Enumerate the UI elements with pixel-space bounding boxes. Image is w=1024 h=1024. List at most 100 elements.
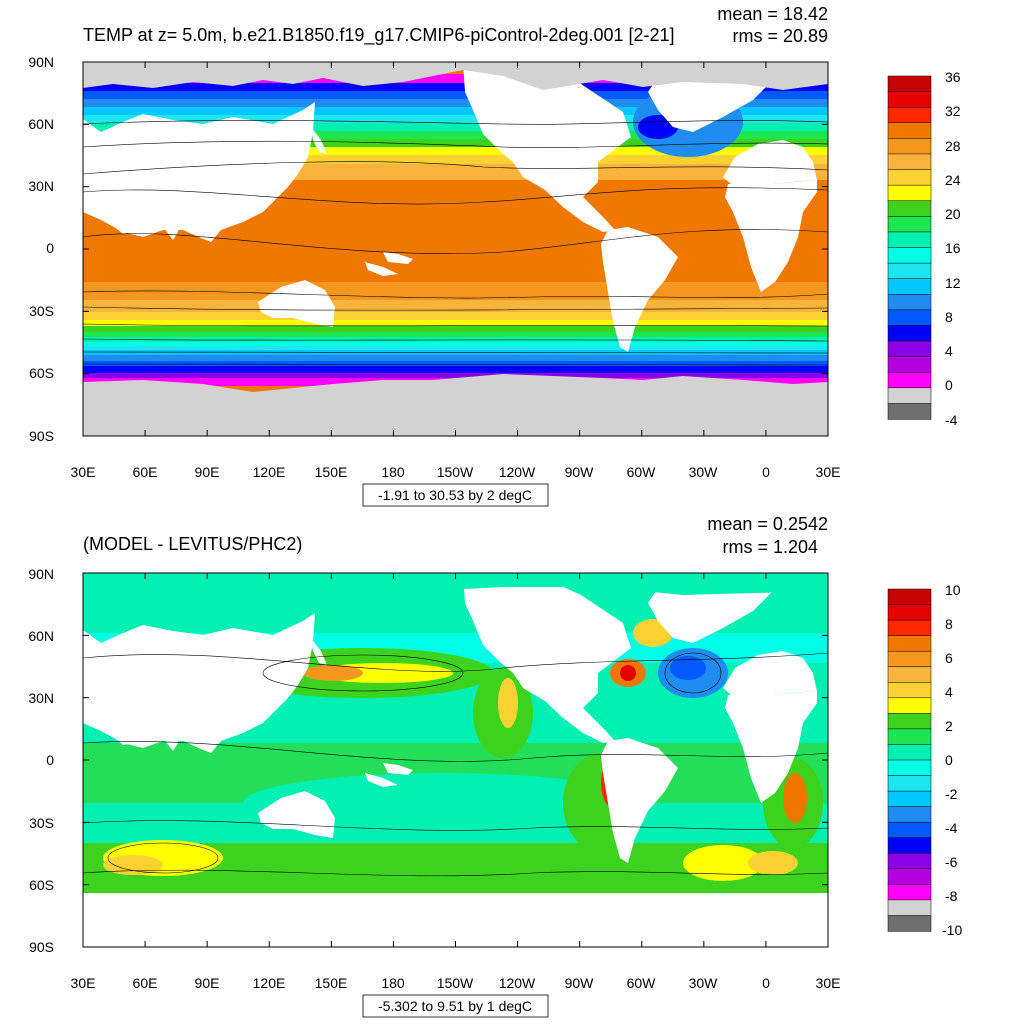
lon-label: 90W — [565, 975, 595, 991]
colorbar-swatch — [887, 278, 932, 295]
colorbar-swatch — [887, 247, 932, 264]
colorbar-swatch — [887, 75, 932, 93]
lon-label: 30E — [816, 464, 841, 480]
panel2-title: (MODEL - LEVITUS/PHC2) — [83, 534, 302, 554]
colorbar-label: 0 — [945, 752, 953, 768]
colorbar-label: 24 — [945, 172, 961, 188]
lon-label: 30E — [71, 975, 96, 991]
panel2-range-text: -5.302 to 9.51 by 1 degC — [378, 998, 532, 1014]
colorbar-swatch — [887, 294, 932, 311]
panel1-colorbar — [887, 75, 932, 420]
axis-ticks — [82, 572, 829, 948]
colorbar-swatch — [887, 169, 932, 186]
colorbar-swatch — [887, 899, 932, 917]
lat-label: 60S — [29, 877, 54, 893]
colorbar-swatch — [887, 806, 932, 823]
colorbar-swatch — [887, 790, 932, 808]
lon-label: 150E — [315, 975, 348, 991]
lon-label: 60W — [627, 464, 657, 480]
colorbar-swatch — [887, 325, 932, 342]
panel2-rms: rms = 1.204 — [722, 537, 818, 557]
colorbar-label: 12 — [945, 275, 961, 291]
colorbar-swatch — [887, 775, 932, 792]
panel1-rms: rms = 20.89 — [732, 26, 828, 46]
colorbar-swatch — [887, 604, 932, 621]
colorbar-swatch — [887, 122, 932, 140]
lat-label: 60S — [29, 365, 54, 381]
panel2-colorbar-labels: 10 8 6 4 2 0 -2 -4 -6 -8 -10 — [942, 582, 962, 938]
colorbar-label: 10 — [945, 582, 961, 598]
colorbar-swatch — [887, 697, 932, 715]
lat-label: 90N — [28, 566, 54, 582]
panel1-lat-labels: 90N 60N 30N 0 30S 60S 90S — [28, 54, 54, 444]
colorbar-label: 16 — [945, 240, 961, 256]
colorbar-swatch — [887, 837, 932, 854]
colorbar-swatch — [887, 635, 932, 652]
lat-label: 90S — [29, 428, 54, 444]
difference-field — [83, 573, 828, 947]
temperature-field — [83, 62, 828, 436]
lon-label: 60E — [133, 975, 158, 991]
colorbar-swatch — [887, 371, 932, 389]
colorbar-swatch — [887, 200, 932, 217]
colorbar-label: -6 — [945, 854, 958, 870]
colorbar-label: 28 — [945, 138, 961, 154]
colorbar-label: 8 — [945, 309, 953, 325]
colorbar-swatch — [887, 619, 932, 637]
lat-label: 90S — [29, 939, 54, 955]
lat-label: 30S — [29, 815, 54, 831]
lat-label: 0 — [46, 752, 54, 768]
lat-label: 60N — [28, 116, 54, 132]
colorbar-swatch — [887, 262, 932, 280]
panel2-colorbar — [887, 588, 932, 932]
panel2-lat-labels: 90N 60N 30N 0 30S 60S 90S — [28, 566, 54, 955]
lon-label: 120W — [499, 975, 536, 991]
colorbar-label: -8 — [945, 888, 958, 904]
colorbar-swatch — [887, 853, 932, 870]
axis-ticks — [82, 61, 829, 437]
lon-label: 30W — [689, 975, 719, 991]
lon-label: 150W — [437, 464, 474, 480]
lon-label: 150W — [437, 975, 474, 991]
panel1-lon-labels: 30E 60E 90E 120E 150E 180 150W 120W 90W … — [71, 464, 841, 480]
colorbar-swatch — [887, 915, 932, 932]
lon-label: 30E — [71, 464, 96, 480]
colorbar-label: -2 — [945, 786, 958, 802]
panel1-range-box — [362, 483, 549, 507]
colorbar-label: -4 — [945, 820, 958, 836]
colorbar-swatch — [887, 588, 932, 606]
lon-label: 0 — [762, 975, 770, 991]
colorbar-swatch — [887, 138, 932, 155]
colorbar-label: 32 — [945, 103, 961, 119]
lon-label: 180 — [381, 975, 405, 991]
colorbar-label: 36 — [945, 69, 961, 85]
lat-label: 30N — [28, 178, 54, 194]
lon-label: 60E — [133, 464, 158, 480]
panel-difference — [82, 572, 829, 948]
lon-label: 60W — [627, 975, 657, 991]
colorbar-swatch — [887, 231, 932, 249]
panel1-title: TEMP at z= 5.0m, b.e21.B1850.f19_g17.CMI… — [83, 25, 675, 46]
colorbar-swatch — [887, 868, 932, 886]
panel1-colorbar-labels: 36 32 28 24 20 16 12 8 4 0 -4 — [945, 69, 961, 428]
colorbar-swatch — [887, 387, 932, 405]
lon-label: 150E — [315, 464, 348, 480]
lat-label: 0 — [46, 240, 54, 256]
colorbar-swatch — [887, 340, 932, 358]
panel2-mean: mean = 0.2542 — [707, 514, 828, 534]
colorbar-label: 4 — [945, 684, 953, 700]
colorbar-swatch — [887, 184, 932, 202]
colorbar-label: 4 — [945, 343, 953, 359]
lon-label: 30W — [689, 464, 719, 480]
colorbar-swatch — [887, 309, 932, 327]
lat-label: 30S — [29, 303, 54, 319]
colorbar-swatch — [887, 153, 932, 171]
colorbar-swatch — [887, 821, 932, 839]
lon-label: 30E — [816, 975, 841, 991]
lat-label: 30N — [28, 690, 54, 706]
lat-label: 60N — [28, 628, 54, 644]
lon-label: 90E — [195, 975, 220, 991]
colorbar-label: 0 — [945, 377, 953, 393]
colorbar-swatch — [887, 682, 932, 699]
